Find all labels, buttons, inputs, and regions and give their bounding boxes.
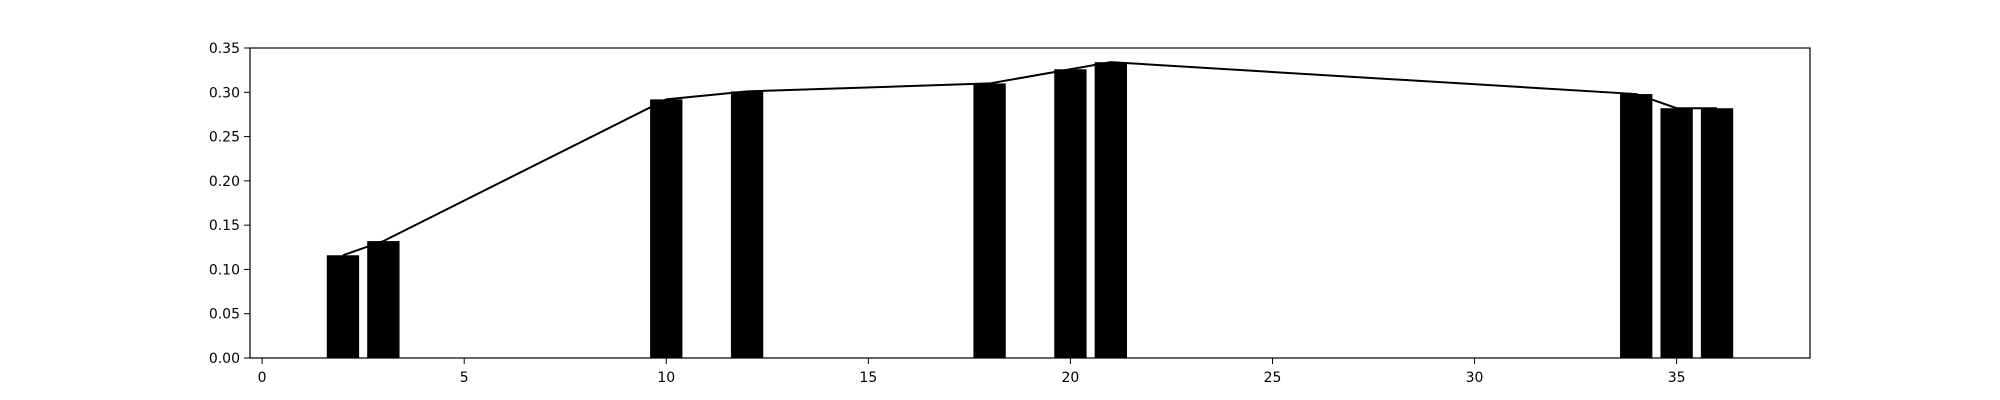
y-tick-label: 0.00 [209, 351, 240, 367]
x-tick-label: 30 [1466, 370, 1484, 386]
x-tick-label: 35 [1668, 370, 1686, 386]
y-tick-label: 0.10 [209, 262, 240, 278]
y-tick-label: 0.15 [209, 218, 240, 234]
x-tick-label: 25 [1264, 370, 1282, 386]
x-tick-label: 15 [859, 370, 877, 386]
bar-3 [367, 241, 400, 358]
bar-35 [1660, 108, 1693, 358]
bar-34 [1620, 94, 1653, 359]
y-tick-label: 0.05 [209, 307, 240, 323]
y-axis: 0.00 0.05 0.10 0.15 0.20 0.25 0.30 0.35 [209, 41, 250, 367]
x-tick-label: 0 [258, 370, 267, 386]
y-tick-label: 0.30 [209, 85, 240, 101]
x-tick-label: 5 [460, 370, 469, 386]
plot-frame [249, 47, 1811, 359]
y-tick-label: 0.25 [209, 130, 240, 146]
bar-21 [1094, 62, 1127, 359]
bars-group [326, 62, 1734, 359]
bar-12 [730, 91, 764, 359]
y-tick-label: 0.20 [209, 174, 240, 190]
bar-20 [1054, 69, 1087, 358]
bar-10 [650, 99, 683, 358]
bar-2 [326, 255, 360, 358]
x-tick-label: 10 [657, 370, 675, 386]
x-axis: 0 5 10 15 20 25 30 35 [258, 358, 1686, 386]
x-tick-label: 20 [1062, 370, 1080, 386]
trend-line [342, 61, 1718, 257]
bar-36 [1700, 108, 1734, 358]
bar-18 [973, 83, 1006, 358]
y-tick-label: 0.35 [209, 41, 240, 57]
